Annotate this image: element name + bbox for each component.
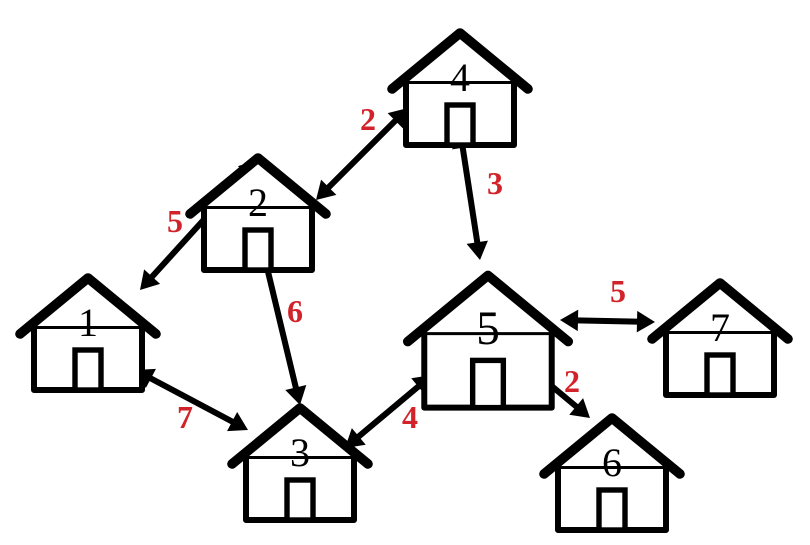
node-label: 3 [290, 430, 310, 475]
edge-weight-label: 7 [177, 399, 193, 435]
node-house: 7 [652, 283, 788, 395]
diagram-canvas: 1 2 3 4 5 6 7 5 7 6 2 3 4 2 5 [0, 0, 810, 545]
edge-weight-label: 3 [487, 165, 503, 201]
node-house: 5 [408, 275, 568, 407]
edge-weight-label: 4 [402, 399, 418, 435]
edge-weight-label: 5 [167, 203, 183, 239]
node-house: 6 [544, 418, 680, 530]
edge-weight-label: 5 [610, 273, 626, 309]
node-label: 5 [476, 303, 500, 355]
node-label: 4 [450, 55, 470, 100]
node-label: 7 [710, 305, 730, 350]
edge-weight-label: 2 [564, 363, 580, 399]
node-house: 1 [20, 278, 156, 390]
edge [345, 375, 432, 448]
node-label: 6 [602, 440, 622, 485]
network-diagram: 1 2 3 4 5 6 7 5 7 6 2 3 4 2 5 [0, 0, 810, 545]
node-house: 2 [190, 158, 326, 270]
node-house: 3 [232, 408, 368, 520]
node-label: 2 [248, 180, 268, 225]
edge-weight-label: 2 [360, 101, 376, 137]
edge [452, 130, 488, 260]
node-house: 4 [392, 33, 528, 145]
edge [560, 310, 655, 333]
edge-weight-label: 6 [287, 293, 303, 329]
edge [264, 255, 306, 405]
node-label: 1 [78, 300, 98, 345]
